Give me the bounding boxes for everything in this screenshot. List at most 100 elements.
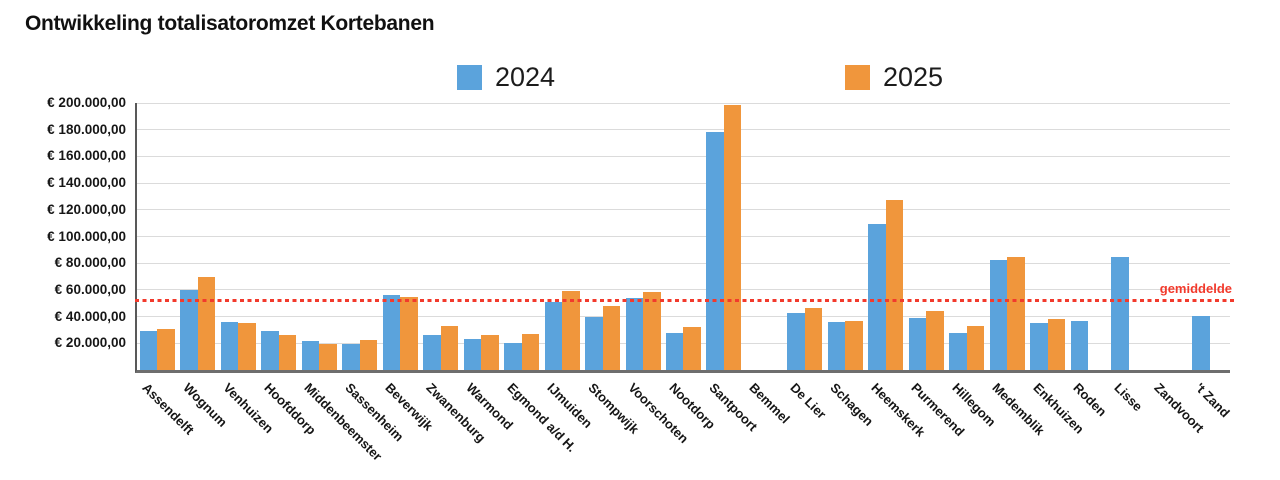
bar-2025-IJmuiden — [562, 290, 580, 370]
bar-2024-Lisse — [1111, 256, 1129, 370]
bar-2025-Venhuizen — [238, 323, 256, 370]
x-tick-label-Schagen: Schagen — [827, 380, 877, 429]
bar-2024-Santpoort — [706, 132, 724, 370]
bar-2025-Stompwijk — [602, 305, 621, 370]
bar-2024-Wognum — [180, 289, 198, 370]
x-tick-label-Lisse: Lisse — [1111, 380, 1146, 415]
x-tick-label-Egmond a/d H.: Egmond a/d H. — [503, 380, 579, 455]
bar-2024-Hillegom — [949, 333, 967, 370]
bar-2025-Purmerend — [926, 311, 944, 370]
gridline-200000 — [137, 102, 1230, 104]
legend-label-2024: 2024 — [495, 61, 556, 92]
x-tick-label-'t Zand: 't Zand — [1192, 380, 1233, 421]
bar-2025-Hoofddorp — [278, 335, 297, 370]
bar-group-Bemmel — [744, 103, 784, 370]
gridline-160000 — [137, 155, 1230, 157]
y-tick-label: € 80.000,00 — [54, 255, 126, 271]
bar-2024-'t Zand — [1192, 315, 1210, 370]
bar-2025-Voorschoten — [643, 291, 661, 370]
bar-2025-Assendelft — [157, 328, 175, 370]
bar-2024-IJmuiden — [544, 301, 563, 370]
bar-2024-Venhuizen — [220, 321, 239, 370]
plot-area — [135, 102, 1230, 373]
bar-group-Enkhuizen — [1028, 103, 1068, 370]
y-tick-label: € 40.000,00 — [54, 308, 126, 324]
bar-group-Purmerend — [906, 103, 946, 370]
bar-2025-Sassenheim — [359, 339, 378, 370]
x-tick-label-Roden: Roden — [1070, 380, 1110, 420]
bar-2024-Voorschoten — [625, 297, 643, 370]
bar-2024-Beverwijk — [382, 295, 401, 370]
y-tick-label: € 120.000,00 — [47, 201, 126, 217]
y-tick-label: € 100.000,00 — [47, 228, 126, 244]
bar-group-Lisse — [1109, 103, 1149, 370]
bar-group-IJmuiden — [542, 103, 582, 370]
bar-2024-Enkhuizen — [1030, 322, 1048, 370]
bar-group-Hoofddorp — [258, 103, 298, 370]
bar-2024-Assendelft — [139, 330, 158, 370]
bar-2024-Purmerend — [908, 317, 927, 370]
gridline-180000 — [137, 129, 1230, 131]
bar-group-Hillegom — [947, 103, 987, 370]
bar-group-'t Zand — [1190, 103, 1230, 370]
bar-group-De Lier — [785, 103, 825, 370]
bar-2025-Santpoort — [723, 105, 742, 370]
bar-2024-Roden — [1070, 320, 1089, 370]
gridline-120000 — [137, 209, 1230, 211]
average-dotted-line — [135, 298, 1237, 302]
bar-2024-Nootdorp — [665, 332, 684, 370]
bar-2024-Heemskerk — [868, 223, 886, 370]
bar-group-Sassenheim — [339, 103, 379, 370]
legend-item-2025: 2025 — [845, 62, 943, 92]
bar-2025-Egmond a/d H. — [521, 333, 540, 370]
bar-2024-Warmond — [463, 339, 482, 370]
bar-group-Wognum — [177, 103, 217, 370]
bar-2025-Enkhuizen — [1047, 318, 1066, 370]
bar-group-Nootdorp — [663, 103, 703, 370]
y-tick-label: € 60.000,00 — [54, 281, 126, 297]
bar-2024-Egmond a/d H. — [504, 343, 522, 370]
bar-2024-Stompwijk — [585, 316, 603, 370]
bar-2025-Warmond — [481, 335, 499, 370]
bar-group-Middenbeemster — [299, 103, 339, 370]
bar-group-Stompwijk — [582, 103, 622, 370]
legend-label-2025: 2025 — [883, 61, 944, 92]
bar-2024-Middenbeemster — [301, 340, 320, 370]
bar-group-Medemblik — [987, 103, 1027, 370]
x-axis-labels: Assendelft Wognum Venhuizen Hoofddorp Midden… — [135, 376, 1233, 476]
bar-group-Venhuizen — [218, 103, 258, 370]
legend-item-2024: 2024 — [457, 62, 555, 92]
bar-2024-Schagen — [827, 321, 846, 370]
bar-2025-Beverwijk — [400, 297, 418, 370]
bar-2025-Nootdorp — [683, 327, 701, 370]
gridline-40000 — [137, 316, 1230, 318]
chart-title: Ontwikkeling totalisatoromzet Kortebanen — [25, 12, 435, 35]
bar-2025-Schagen — [845, 320, 863, 370]
bar-2025-Hillegom — [966, 325, 985, 370]
y-tick-label: € 180.000,00 — [47, 121, 126, 137]
bar-2024-Medemblik — [989, 259, 1008, 370]
bar-group-Santpoort — [704, 103, 744, 370]
bar-group-Beverwijk — [380, 103, 420, 370]
bar-2025-Wognum — [197, 277, 216, 370]
bar-group-Roden — [1068, 103, 1108, 370]
x-tick-label-De Lier: De Lier — [787, 380, 830, 422]
y-tick-label: € 160.000,00 — [47, 148, 126, 164]
gridline-100000 — [137, 236, 1230, 237]
bar-2024-De Lier — [787, 313, 805, 370]
bar-2024-Hoofddorp — [261, 330, 279, 370]
bar-group-Egmond a/d H. — [501, 103, 541, 370]
bar-2025-De Lier — [804, 307, 823, 370]
bar-2024-Zwanenburg — [423, 335, 441, 370]
legend-swatch-2024-icon — [457, 64, 482, 90]
bar-group-Voorschoten — [623, 103, 663, 370]
gridline-80000 — [137, 262, 1230, 264]
bar-group-Zwanenburg — [420, 103, 460, 370]
y-tick-label: € 140.000,00 — [47, 175, 126, 191]
bar-2025-Heemskerk — [885, 199, 904, 370]
y-tick-label: € 200.000,00 — [47, 95, 126, 110]
bar-2024-Sassenheim — [342, 343, 360, 370]
y-axis-labels: € 200.000,00 € 180.000,00 € 160.000,00 € 14… — [0, 95, 126, 370]
legend-swatch-2025-icon — [845, 64, 870, 90]
